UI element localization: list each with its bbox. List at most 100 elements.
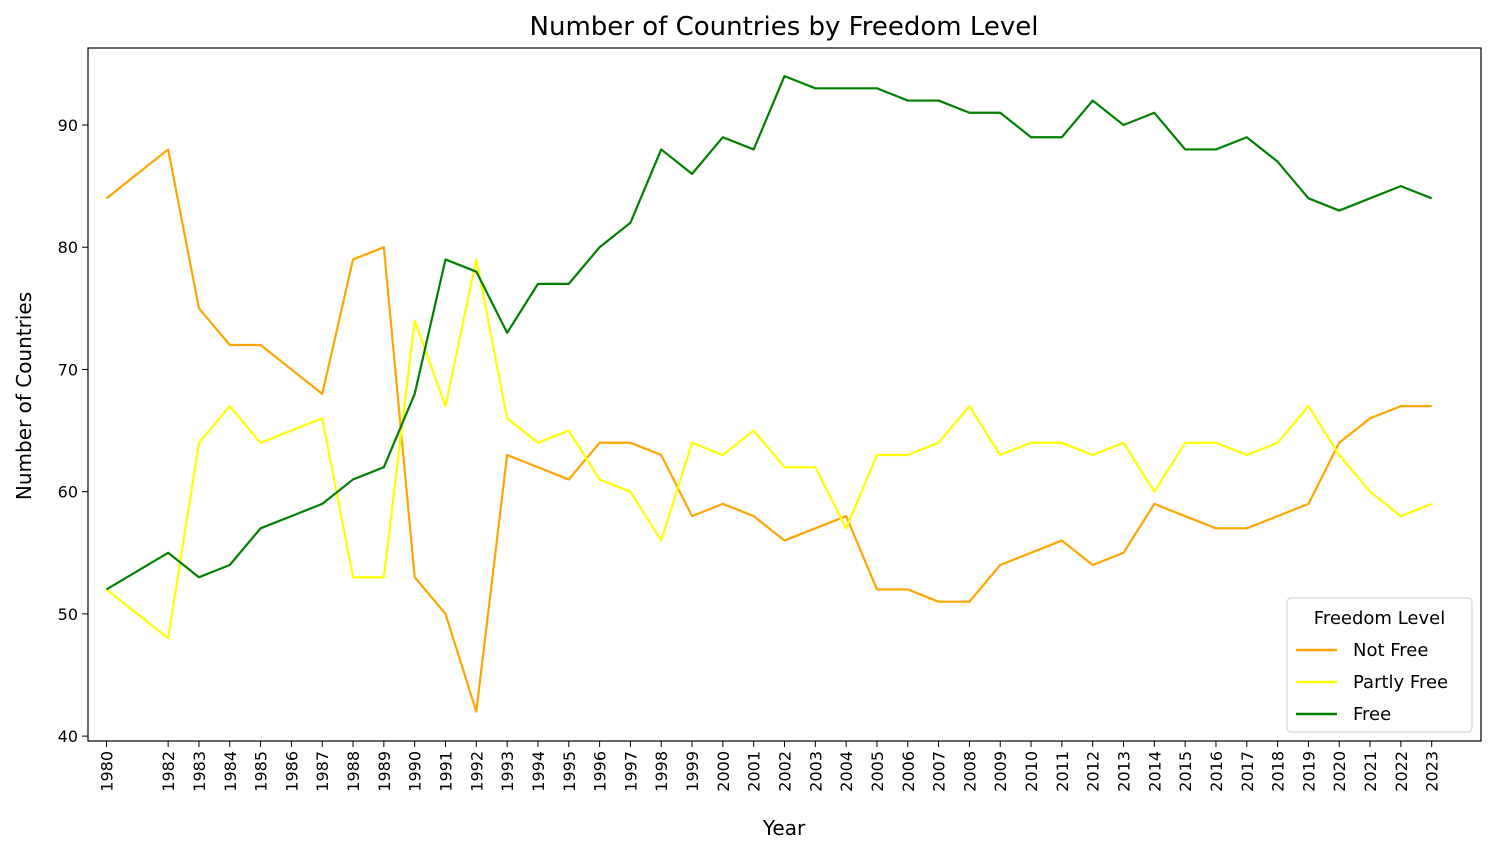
data-point <box>1306 502 1310 506</box>
data-point <box>505 416 509 420</box>
data-point <box>1029 135 1033 139</box>
x-tick-label: 2008 <box>960 751 979 792</box>
x-tick-label: 1991 <box>436 751 455 792</box>
x-tick-label: 2001 <box>745 751 764 792</box>
x-tick-label: 2003 <box>806 751 825 792</box>
data-point <box>1276 514 1280 518</box>
x-tick-label: 2015 <box>1176 751 1195 792</box>
data-point <box>906 453 910 457</box>
data-point <box>505 331 509 335</box>
x-tick-label: 2002 <box>776 751 795 792</box>
data-point <box>659 147 663 151</box>
data-point <box>875 86 879 90</box>
x-tick-label: 1996 <box>591 751 610 792</box>
data-point <box>474 270 478 274</box>
data-point <box>967 404 971 408</box>
x-tick-label: 2011 <box>1053 751 1072 792</box>
x-tick-label: 1980 <box>97 751 116 792</box>
data-point <box>690 441 694 445</box>
data-point <box>197 575 201 579</box>
data-point <box>783 539 787 543</box>
data-point <box>628 221 632 225</box>
data-point <box>1183 441 1187 445</box>
data-point <box>228 563 232 567</box>
x-tick-label: 1999 <box>683 751 702 792</box>
data-point <box>351 477 355 481</box>
series-free <box>104 75 1434 591</box>
x-tick-label: 2023 <box>1423 751 1442 792</box>
x-tick-label: 1982 <box>159 751 178 792</box>
data-point <box>1245 526 1249 530</box>
legend-entries: Not Free Partly Free Free <box>1296 640 1448 725</box>
data-point <box>228 404 232 408</box>
data-point <box>906 99 910 103</box>
data-point <box>1399 404 1403 408</box>
data-point <box>998 111 1002 115</box>
data-point <box>567 477 571 481</box>
data-point <box>289 429 293 433</box>
data-point <box>1430 196 1434 200</box>
data-point <box>967 600 971 604</box>
y-tick-label: 90 <box>58 116 78 135</box>
data-point <box>382 575 386 579</box>
x-tick-label: 1988 <box>344 751 363 792</box>
x-tick-label: 2020 <box>1330 751 1349 792</box>
series-partly-free <box>105 258 1434 640</box>
data-point <box>1430 502 1434 506</box>
data-point <box>1152 490 1156 494</box>
x-tick-label: 1993 <box>498 751 517 792</box>
data-point <box>937 600 941 604</box>
data-point <box>1091 563 1095 567</box>
series-not-free <box>104 148 1432 714</box>
data-point <box>721 135 725 139</box>
data-point <box>259 526 263 530</box>
x-tick-label: 2017 <box>1238 751 1257 792</box>
data-point <box>813 465 817 469</box>
data-point <box>413 392 417 396</box>
data-point <box>1337 209 1341 213</box>
x-tick-label: 2009 <box>991 751 1010 792</box>
data-point <box>1399 514 1403 518</box>
x-tick-label: 1994 <box>529 751 548 792</box>
data-point <box>690 172 694 176</box>
data-point <box>197 306 201 310</box>
y-tick-label: 80 <box>58 238 78 257</box>
x-tick-label: 2018 <box>1269 751 1288 792</box>
data-point <box>567 429 571 433</box>
data-point <box>1122 441 1126 445</box>
data-point <box>875 587 879 591</box>
x-tick-label: 2004 <box>837 751 856 792</box>
y-axis: 40 50 60 70 80 90 <box>58 116 88 746</box>
data-point <box>320 416 324 420</box>
series-line <box>105 258 1433 640</box>
data-point <box>659 539 663 543</box>
data-point <box>474 710 478 714</box>
series-line <box>105 75 1433 591</box>
x-tick-label: 1998 <box>652 751 671 792</box>
data-point <box>1245 453 1249 457</box>
data-point <box>1276 160 1280 164</box>
data-point <box>1029 551 1033 555</box>
data-point <box>628 441 632 445</box>
data-point <box>1214 441 1218 445</box>
data-point <box>1122 551 1126 555</box>
data-point <box>1091 99 1095 103</box>
data-point <box>752 429 756 433</box>
data-point <box>259 441 263 445</box>
data-point <box>998 453 1002 457</box>
x-tick-label: 2007 <box>930 751 949 792</box>
x-tick-label: 2000 <box>714 751 733 792</box>
data-point <box>197 441 201 445</box>
data-point <box>166 636 170 640</box>
data-point <box>1306 196 1310 200</box>
x-tick-label: 1990 <box>406 751 425 792</box>
data-point <box>906 587 910 591</box>
legend-title: Freedom Level <box>1314 608 1445 629</box>
x-tick-label: 2006 <box>899 751 918 792</box>
data-point <box>937 99 941 103</box>
data-point <box>104 587 108 591</box>
x-tick-label: 2022 <box>1392 751 1411 792</box>
data-point <box>967 111 971 115</box>
data-point <box>259 343 263 347</box>
data-point <box>104 196 108 200</box>
